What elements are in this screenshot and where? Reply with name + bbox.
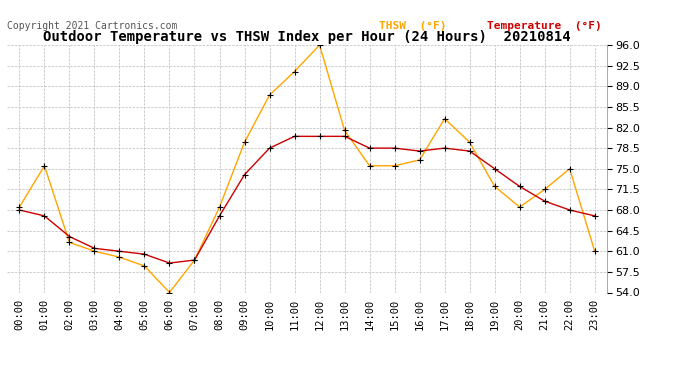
Text: THSW  (°F): THSW (°F) xyxy=(379,21,446,32)
Text: Temperature  (°F): Temperature (°F) xyxy=(487,21,602,32)
Title: Outdoor Temperature vs THSW Index per Hour (24 Hours)  20210814: Outdoor Temperature vs THSW Index per Ho… xyxy=(43,30,571,44)
Text: Copyright 2021 Cartronics.com: Copyright 2021 Cartronics.com xyxy=(7,21,177,32)
